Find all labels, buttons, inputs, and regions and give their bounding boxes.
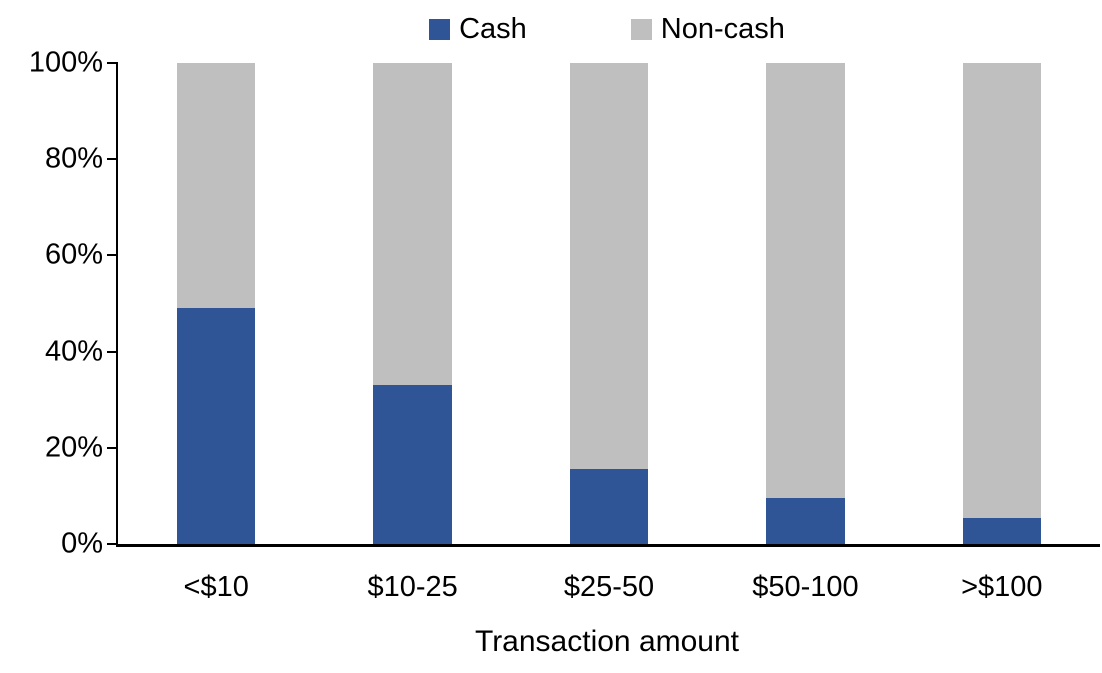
bars-row: <$10 $10-25 $25-50 $50-100 >$100 bbox=[118, 63, 1100, 603]
plot-area: <$10 $10-25 $25-50 $50-100 >$100 bbox=[107, 62, 1100, 603]
x-axis-tick-label: $25-50 bbox=[563, 571, 655, 603]
y-axis-labels: 0% 20% 40% 60% 80% 100% bbox=[0, 48, 103, 558]
legend-swatch-icon bbox=[429, 18, 451, 40]
x-axis-tick-label: $10-25 bbox=[367, 571, 458, 603]
bar-segment-cash bbox=[766, 498, 845, 544]
stacked-bar bbox=[766, 63, 845, 544]
y-axis-tick-label: 60% bbox=[44, 238, 103, 271]
y-axis-tick bbox=[107, 446, 118, 449]
legend: Cash Non-cash bbox=[116, 12, 1098, 46]
stacked-bar bbox=[569, 63, 649, 544]
bar-segment-non-cash bbox=[962, 63, 1042, 518]
y-axis-tick-label: 20% bbox=[44, 431, 103, 464]
legend-swatch-icon bbox=[630, 18, 652, 40]
bar-slot-3: $50-100 bbox=[707, 63, 903, 603]
y-axis-tick-label: 100% bbox=[28, 46, 103, 79]
x-axis-tick-label: $50-100 bbox=[752, 571, 859, 603]
legend-label: Non-cash bbox=[660, 12, 785, 45]
bar-segment-cash bbox=[569, 469, 649, 544]
stacked-bar bbox=[373, 63, 452, 544]
bar-slot-1: $10-25 bbox=[314, 63, 510, 603]
bar-segment-cash bbox=[962, 517, 1042, 544]
y-axis-tick bbox=[107, 543, 118, 545]
bar-slot-4: >$100 bbox=[904, 63, 1100, 603]
bar-slot-2: $25-50 bbox=[511, 63, 707, 603]
y-axis-tick bbox=[107, 158, 118, 161]
stacked-bar bbox=[962, 63, 1042, 544]
x-axis-tick-label: >$100 bbox=[961, 571, 1043, 603]
y-axis-tick bbox=[107, 62, 118, 64]
bar-slot-0: <$10 bbox=[118, 63, 314, 603]
stacked-bar bbox=[176, 63, 256, 544]
legend-item-0: Cash bbox=[429, 12, 527, 45]
bar-segment-cash bbox=[176, 308, 256, 544]
bar-segment-cash bbox=[373, 385, 452, 544]
bar-segment-non-cash bbox=[373, 63, 452, 386]
legend-label: Cash bbox=[459, 12, 527, 45]
y-axis-tick-label: 0% bbox=[61, 527, 103, 560]
y-axis-tick-label: 80% bbox=[44, 142, 103, 175]
y-axis-tick bbox=[107, 350, 118, 353]
bar-segment-non-cash bbox=[766, 63, 845, 499]
bar-segment-non-cash bbox=[176, 63, 256, 309]
x-axis-tick-label: <$10 bbox=[183, 571, 249, 603]
legend-item-1: Non-cash bbox=[630, 12, 785, 45]
y-axis-tick-label: 40% bbox=[44, 335, 103, 368]
x-axis-title: Transaction amount bbox=[474, 625, 740, 658]
y-axis-tick bbox=[107, 254, 118, 257]
bar-segment-non-cash bbox=[569, 63, 649, 470]
